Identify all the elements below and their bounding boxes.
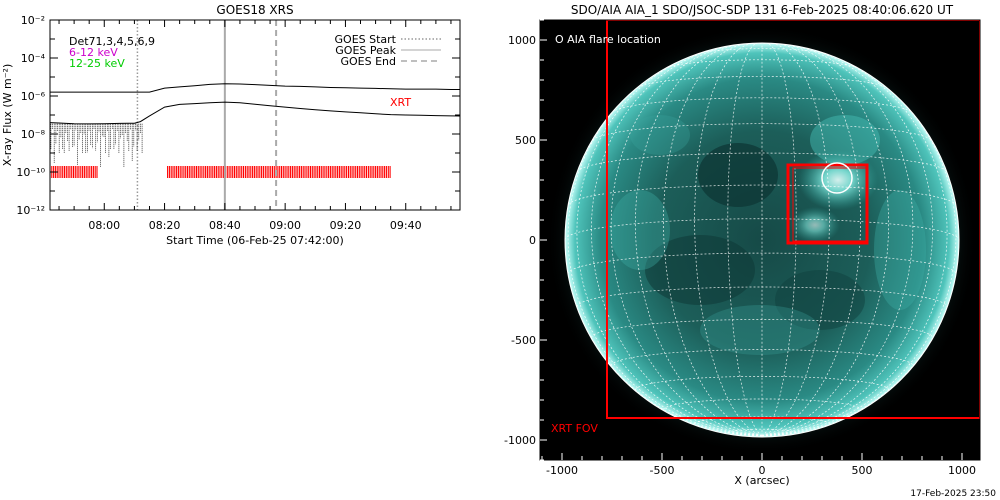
legend-low-energy: 6-12 keV [69,46,118,59]
grid-line [636,75,888,89]
grid-line [576,152,948,173]
grid-line [761,45,914,437]
y-tick-labels: 10⁻¹² 10⁻¹⁰ 10⁻⁸ 10⁻⁶ 10⁻⁴ 10⁻² [16,14,45,217]
legend-goes-start: GOES Start [335,33,397,46]
y-tick-label: 500 [515,134,536,147]
y-axis-label: X-ray Flux (W m⁻²) [1,64,14,166]
x-tick-labels: -1000 -500 0 500 1000 [546,464,976,477]
y-tick-label: 10⁻⁶ [21,90,46,103]
sun-disk [565,43,959,437]
grid-line [697,48,827,55]
x-tick-label: 09:20 [330,219,362,232]
bright-region [630,115,690,155]
goes-panel: GOES18 XRS 08:00 08:20 08:40 09:00 09:20 09:4… [1,3,461,247]
flare-legend: O AIA flare location [555,33,661,46]
x-tick-label: 08:20 [149,219,181,232]
x-axis-label: X (arcsec) [734,474,789,487]
xrt-fov-box [606,20,980,419]
grid-line [610,45,763,437]
xrt-fov-label: XRT FOV [551,422,598,435]
energy-legend: Det71,3,4,5,6,9 6-12 keV 12-25 keV [69,35,155,70]
grid-line [761,43,830,437]
y-tick-label: -1000 [504,434,536,447]
y-tick-label: 0 [529,234,536,247]
y-tick-label: 10⁻¹⁰ [16,166,45,179]
legend-high-energy: 12-25 keV [69,57,125,70]
plot-area [50,20,460,210]
y-tick-labels: 1000 500 0 -500 -1000 [504,34,536,447]
axis-ticks [540,19,963,461]
grid-line [635,43,763,437]
y-tick-label: 10⁻⁴ [21,52,46,65]
grid-line [568,184,956,206]
x-tick-label: 09:00 [269,219,301,232]
grid-line [611,97,913,113]
y-tick-label: 10⁻² [21,14,45,27]
x-tick-label: 1000 [948,464,976,477]
bright-region [874,190,926,310]
coronal-hole [775,270,865,330]
xrt-label: XRT [390,96,411,109]
grid-line [665,59,859,69]
grid-line [635,376,889,391]
bright-region [700,305,820,355]
x-tick-label: -1000 [546,464,578,477]
zoom-box [786,163,869,245]
series-noise [50,123,143,168]
limb-outline [564,42,960,438]
grid-line [761,43,889,437]
legend-goes-peak: GOES Peak [335,44,396,57]
series-line [50,101,460,125]
x-tick-label: 09:40 [390,219,422,232]
x-axis-label: Start Time (06-Feb-25 07:42:00) [166,234,344,247]
grid-line [592,123,932,141]
y-tick-label: -500 [511,334,536,347]
chart-title: GOES18 XRS [216,3,293,17]
disk-texture [610,115,926,355]
footer-timestamp: 17-Feb-2025 23:50 [910,489,996,499]
aia-panel: SDO/AIA AIA_1 SDO/JSOC-SDP 131 6-Feb-202… [504,3,996,499]
y-tick-label: 1000 [508,34,536,47]
grid-line [576,51,763,437]
legend-goes-end: GOES End [340,55,396,68]
grid-line [694,43,763,437]
marker-legend: GOES Start GOES Peak GOES End [335,33,441,68]
flare-location-marker [821,162,853,194]
axis-ticks [50,19,460,211]
zoom-box-inner [792,167,867,242]
grid-line [761,51,948,437]
bright-region [610,190,670,270]
grid-line [761,43,861,437]
y-tick-label: 10⁻¹² [16,204,45,217]
y-tick-label: 10⁻⁸ [21,128,46,141]
x-tick-labels: 08:00 08:20 08:40 09:00 09:20 09:40 [88,219,421,232]
grid-line [591,47,763,437]
xrt-coverage-ticks [50,166,391,178]
coronal-hole [698,143,778,207]
grid-line [727,428,797,433]
active-region-secondary [790,207,840,243]
x-tick-label: 08:40 [209,219,241,232]
grid-line [567,252,957,275]
aia-image: O AIA flare location XRT FOV [540,20,980,460]
image-title: SDO/AIA AIA_1 SDO/JSOC-SDP 131 6-Feb-202… [571,3,954,17]
grid-line [663,43,763,437]
grid-line [761,47,933,437]
x-tick-label: 08:00 [88,219,120,232]
x-tick-label: -500 [650,464,675,477]
legend-det: Det71,3,4,5,6,9 [69,35,155,48]
x-tick-label: 500 [852,464,873,477]
series-line [50,83,460,93]
x-tick-label: 0 [759,464,766,477]
